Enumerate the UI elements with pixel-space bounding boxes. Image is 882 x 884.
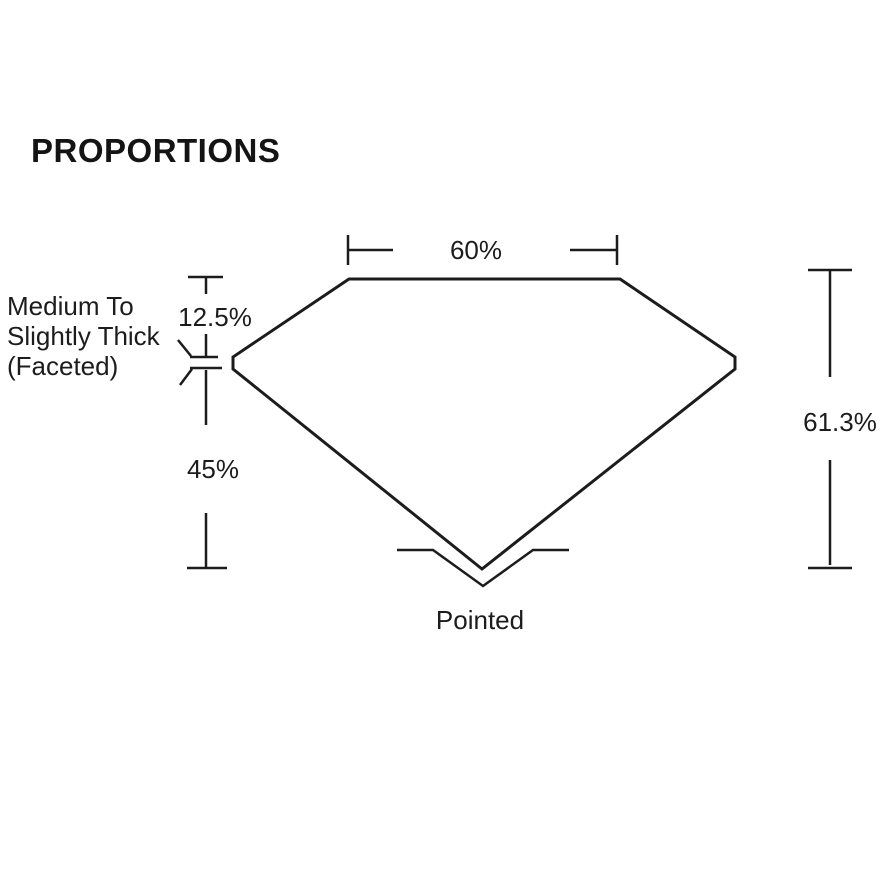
table-width-dimension: 60% [346, 235, 619, 265]
culet-pointer-line [397, 548, 569, 588]
girdle-markers [177, 339, 222, 386]
culet-label: Pointed [436, 605, 524, 635]
total-depth-dimension: 61.3% [803, 268, 877, 570]
crown-height-value: 12.5% [178, 302, 252, 332]
crown-height-dimension: 12.5% [178, 275, 252, 356]
pavilion-depth-value: 45% [187, 454, 239, 484]
girdle-thickness-label-line2: Slightly Thick [7, 321, 160, 351]
table-width-value: 60% [450, 235, 502, 265]
girdle-thickness-label-line1: Medium To [7, 291, 134, 321]
page-title: PROPORTIONS [31, 132, 281, 169]
girdle-top-leader [177, 339, 192, 357]
girdle-bottom-leader [179, 368, 193, 386]
girdle-thickness-label-line3: (Faceted) [7, 351, 119, 381]
diamond-outline [231, 277, 737, 571]
total-depth-value: 61.3% [803, 407, 877, 437]
girdle-thickness-label: Medium To Slightly Thick (Faceted) [7, 291, 160, 381]
culet-annotation: Pointed [397, 548, 569, 635]
pavilion-depth-dimension: 45% [187, 370, 239, 570]
